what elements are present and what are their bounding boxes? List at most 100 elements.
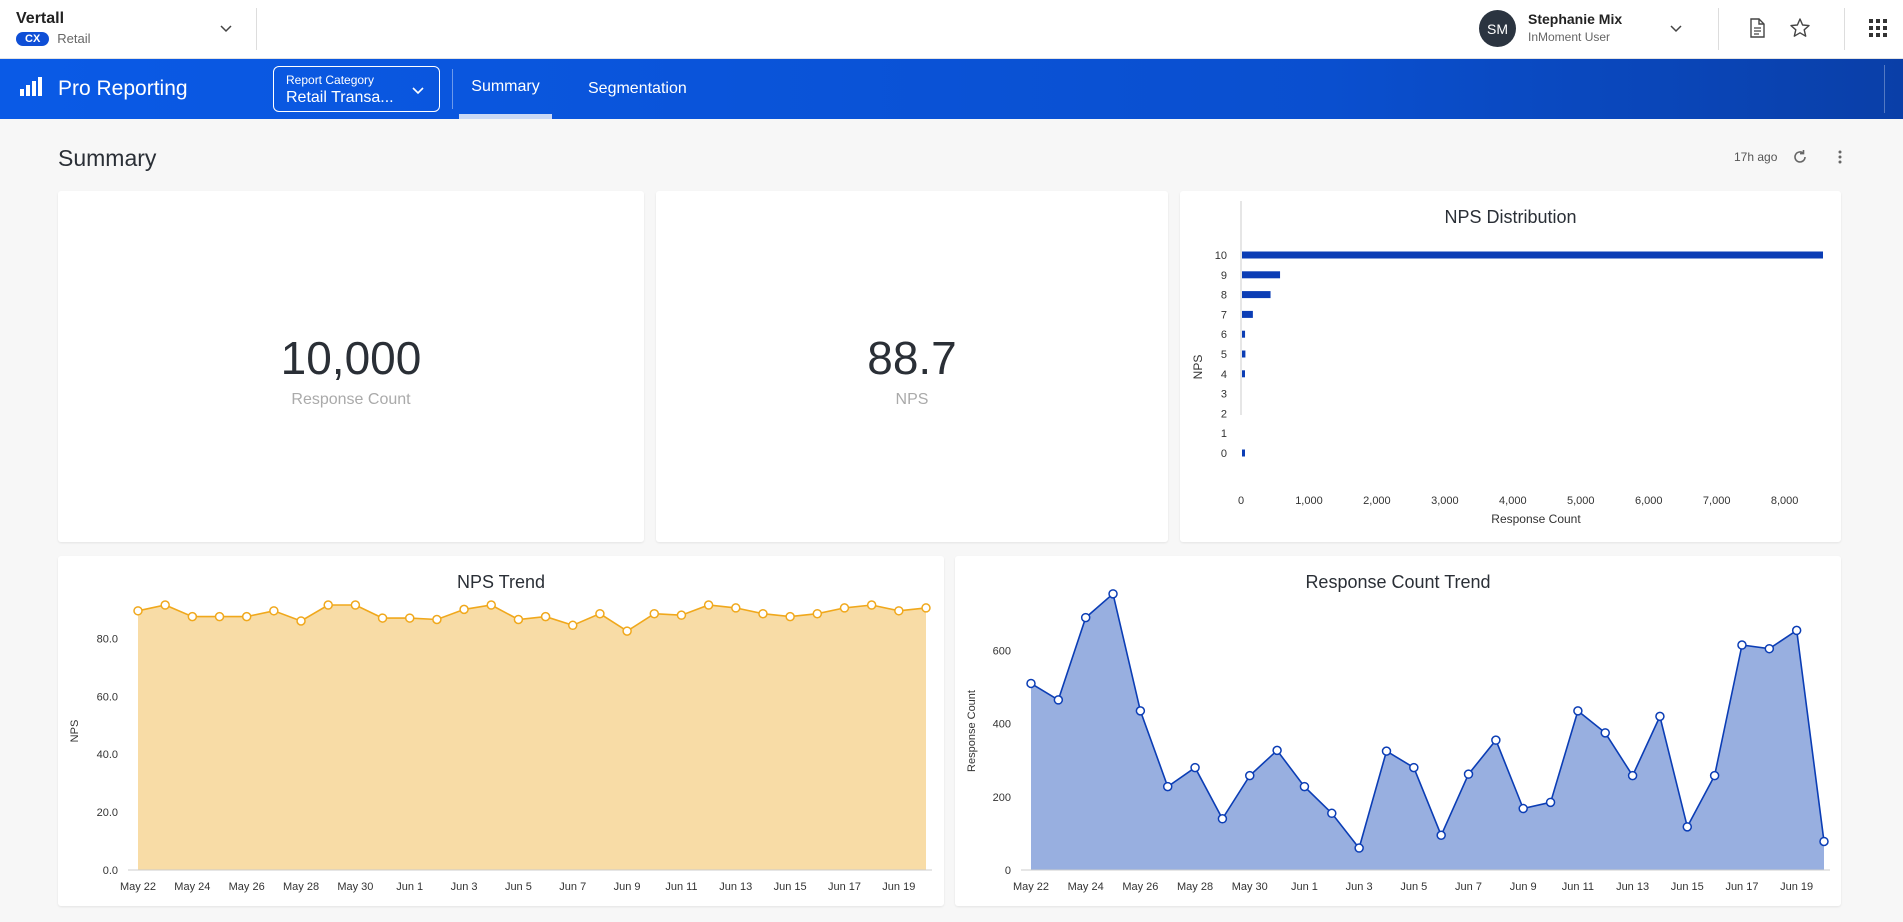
data-point: [839, 603, 850, 613]
data-point: [1053, 695, 1064, 705]
avatar[interactable]: SM: [1479, 10, 1516, 47]
area-fill: [1031, 593, 1824, 870]
data-point: [1327, 808, 1337, 819]
data-point: [595, 608, 605, 619]
x-tick-label: Jun 17: [828, 881, 861, 893]
last-updated: 17h ago: [1734, 150, 1778, 164]
user-name: Stephanie Mix: [1528, 11, 1623, 27]
nps-distribution-chart: 0 1 2 3 4 5 6 7 8 9 10 0 1,000 2,000 3,000 4,000 5,000 6,…: [1191, 201, 1823, 526]
report-category-select[interactable]: Report Category Retail Transa...: [273, 66, 440, 112]
data-point: [133, 606, 143, 616]
data-point: [1600, 728, 1610, 738]
nps-distribution-card: NPS Distribution 0 1 2 3 4 5 6 7 8 9 10 0 1,000 2,000…: [1180, 191, 1841, 542]
data-point: [404, 613, 415, 623]
x-tick-label: 1,000: [1295, 495, 1323, 507]
refresh-icon[interactable]: [1791, 148, 1809, 166]
data-point: [160, 600, 170, 610]
data-point: [731, 603, 741, 613]
data-point: [1409, 762, 1419, 773]
y-tick-label: 600: [993, 646, 1011, 658]
x-tick-label: Jun 3: [1346, 881, 1373, 893]
x-tick-label: Jun 13: [719, 881, 752, 893]
x-tick-label: 4,000: [1499, 495, 1527, 507]
data-point: [1381, 746, 1392, 756]
data-point: [703, 600, 714, 610]
chevron-down-icon[interactable]: [218, 20, 234, 36]
x-tick-label: Jun 11: [665, 881, 697, 893]
y-tick-label: 3: [1221, 389, 1227, 401]
star-icon[interactable]: [1789, 17, 1811, 39]
y-axis-label: NPS: [1191, 355, 1205, 380]
x-tick-label: May 26: [229, 881, 265, 893]
data-point: [1135, 706, 1146, 716]
data-point: [1162, 781, 1173, 792]
data-point: [296, 616, 306, 626]
chart-title: Response Count Trend: [1305, 572, 1491, 592]
nps-label: NPS: [895, 391, 929, 408]
grid-icon[interactable]: [1867, 17, 1889, 39]
x-tick-label: 7,000: [1703, 495, 1731, 507]
y-tick-label: 4: [1221, 369, 1227, 381]
bar: [1242, 330, 1246, 338]
data-point: [269, 606, 279, 616]
x-tick-label: May 24: [174, 881, 210, 893]
org-name: Vertall: [16, 10, 65, 27]
data-point: [214, 611, 225, 622]
data-point: [432, 614, 442, 625]
x-tick-label: Jun 11: [1562, 881, 1594, 893]
y-tick-label: 0: [1221, 448, 1227, 460]
x-tick-label: May 30: [1232, 881, 1268, 893]
tab-summary[interactable]: Summary: [459, 59, 552, 119]
data-point: [187, 611, 198, 622]
x-tick-label: May 28: [1177, 881, 1213, 893]
x-tick-label: Jun 9: [1510, 881, 1537, 893]
bar: [1242, 291, 1271, 299]
tab-segmentation[interactable]: Segmentation: [588, 80, 687, 97]
divider: [1718, 8, 1719, 50]
y-tick-label: 10: [1215, 250, 1227, 262]
x-tick-label: May 24: [1068, 881, 1104, 893]
data-point: [513, 614, 524, 625]
x-tick-label: Jun 15: [1671, 881, 1704, 893]
user-role: InMoment User: [1528, 30, 1611, 44]
data-point: [1108, 589, 1118, 599]
data-point: [1545, 797, 1556, 808]
chevron-down-icon[interactable]: [1668, 20, 1684, 36]
data-point: [459, 604, 469, 615]
data-point: [758, 608, 768, 619]
data-point: [622, 626, 632, 636]
user-menu[interactable]: Stephanie Mix InMoment User: [1528, 11, 1622, 44]
x-tick-label: Jun 1: [1291, 881, 1318, 893]
data-point: [1026, 678, 1036, 689]
app-title: Pro Reporting: [58, 77, 188, 100]
x-tick-label: 8,000: [1771, 495, 1799, 507]
x-tick-label: Jun 13: [1616, 881, 1649, 893]
x-tick-label: 5,000: [1567, 495, 1595, 507]
nps-value: 88.7: [867, 332, 957, 384]
y-tick-label: 0: [1005, 865, 1011, 877]
data-point: [1518, 803, 1528, 814]
y-tick-label: 400: [993, 719, 1011, 731]
data-point: [568, 620, 578, 631]
divider: [1844, 8, 1845, 50]
data-point: [1436, 830, 1446, 840]
x-tick-label: Jun 15: [774, 881, 807, 893]
bar: [1242, 271, 1281, 279]
y-tick-label: 9: [1221, 270, 1227, 282]
data-point: [377, 613, 388, 623]
x-tick-label: Jun 9: [614, 881, 641, 893]
x-tick-label: May 22: [1013, 881, 1049, 893]
response-count-value: 10,000: [280, 332, 422, 384]
y-tick-label: 0.0: [103, 865, 118, 877]
y-axis-label: Response Count: [966, 690, 978, 772]
bar: [1242, 310, 1253, 318]
more-vertical-icon[interactable]: [1831, 148, 1849, 166]
data-point: [1627, 770, 1638, 781]
data-point: [649, 608, 660, 619]
data-point: [1709, 770, 1720, 781]
org-switcher[interactable]: Vertall CX Retail: [16, 10, 91, 46]
x-tick-label: Jun 5: [505, 881, 532, 893]
document-icon[interactable]: [1746, 17, 1768, 39]
report-category-label: Report Category: [286, 73, 375, 87]
x-tick-label: Jun 17: [1725, 881, 1758, 893]
